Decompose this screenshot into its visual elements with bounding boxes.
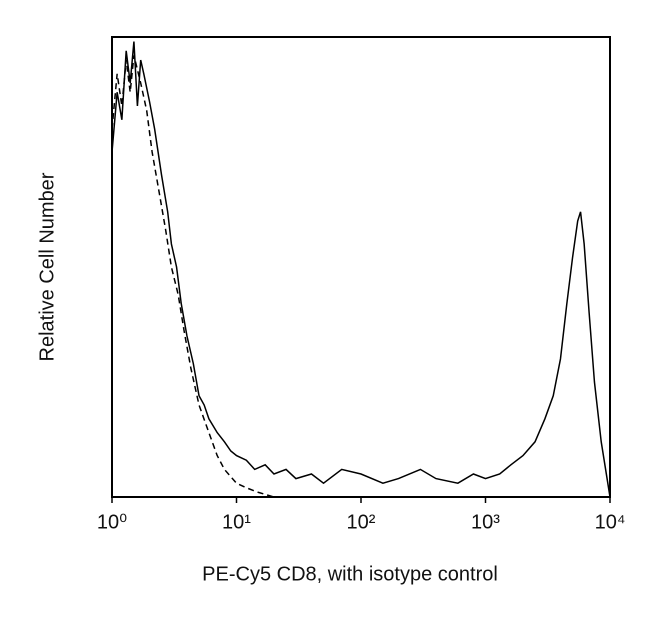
x-tick-label: 10⁰: [97, 511, 127, 533]
x-axis-label: PE-Cy5 CD8, with isotype control: [202, 563, 498, 585]
y-axis-label: Relative Cell Number: [36, 172, 58, 361]
series-line: [111, 55, 296, 498]
plot-frame: [111, 36, 611, 498]
x-tick-label: 10¹: [222, 511, 251, 533]
x-tick-label: 10⁴: [595, 511, 626, 533]
x-tick-label: 10²: [347, 511, 376, 533]
x-tick-label: 10³: [471, 511, 500, 533]
series-line: [111, 41, 611, 498]
